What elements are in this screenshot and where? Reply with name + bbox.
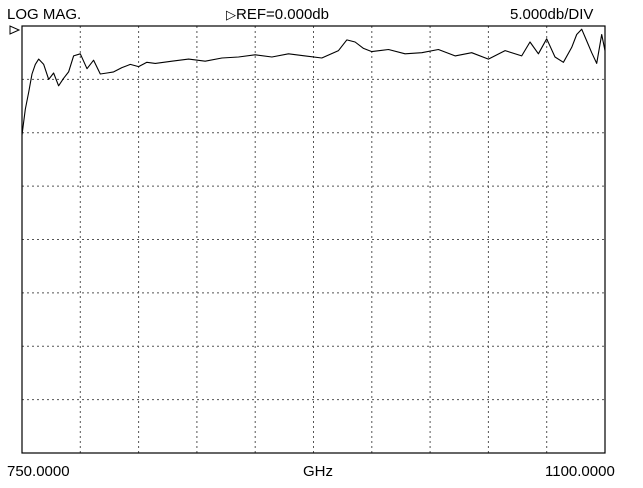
trace-line: [21, 28, 606, 135]
frequency-unit-label: GHz: [303, 463, 333, 480]
start-frequency-label: 750.0000: [7, 463, 70, 480]
plot-frame: [21, 25, 606, 454]
scale-per-division-label: 5.000db/DIV: [510, 6, 594, 23]
reference-level-label: REF=0.000db: [236, 6, 329, 23]
reference-level-readout: ▷REF=0.000db: [226, 6, 329, 23]
display-mode-label: LOG MAG.: [7, 6, 82, 23]
triangle-marker-icon: ▷: [226, 7, 236, 22]
reference-marker-icon: [9, 25, 21, 35]
stop-frequency-label: 1100.0000: [545, 463, 615, 480]
plot-grid: [22, 26, 605, 453]
